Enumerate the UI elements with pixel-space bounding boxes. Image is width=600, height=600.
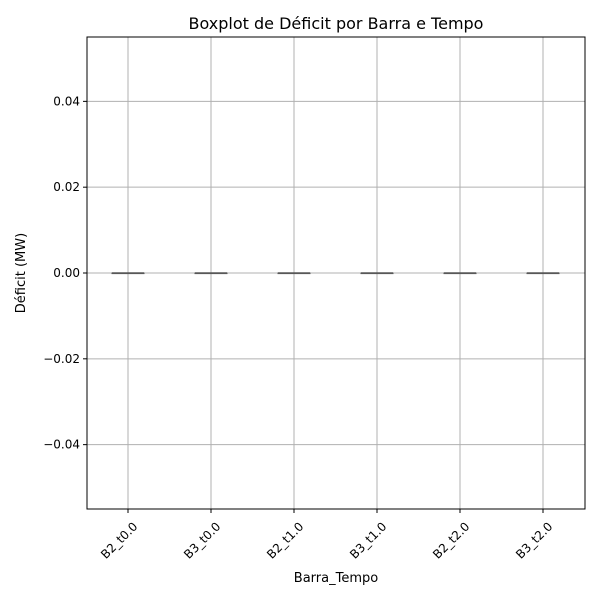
- x-tick-label: B3_t1.0: [347, 519, 389, 561]
- box-B2_t2.0: [443, 272, 477, 275]
- y-tick-label: 0.02: [53, 180, 80, 194]
- y-axis-title: Déficit (MW): [14, 233, 29, 313]
- x-axis-ticks: B2_t0.0 B3_t0.0 B2_t1.0 B3_t1.0 B2_t2.0 B3_t2…: [98, 509, 555, 562]
- box-B3_t1.0: [360, 272, 394, 275]
- y-tick-label: 0.00: [53, 266, 80, 280]
- box-B3_t0.0: [194, 272, 228, 275]
- box-B2_t0.0: [111, 272, 145, 275]
- chart-title: Boxplot de Déficit por Barra e Tempo: [189, 14, 484, 33]
- box-B3_t2.0: [526, 272, 560, 275]
- y-axis-ticks: −0.04 −0.02 0.00 0.02 0.04: [43, 94, 87, 452]
- x-tick-label: B2_t2.0: [430, 519, 472, 561]
- y-tick-label: 0.04: [53, 94, 80, 108]
- x-tick-label: B3_t2.0: [513, 519, 555, 561]
- x-axis-title: Barra_Tempo: [294, 571, 378, 586]
- y-tick-label: −0.04: [43, 438, 80, 452]
- x-tick-label: B2_t1.0: [264, 519, 306, 561]
- x-tick-label: B3_t0.0: [181, 519, 223, 561]
- box-B2_t1.0: [277, 272, 311, 275]
- y-tick-label: −0.02: [43, 352, 80, 366]
- box-layer: [111, 272, 560, 275]
- x-tick-label: B2_t0.0: [98, 519, 140, 561]
- grid-layer: [87, 37, 585, 509]
